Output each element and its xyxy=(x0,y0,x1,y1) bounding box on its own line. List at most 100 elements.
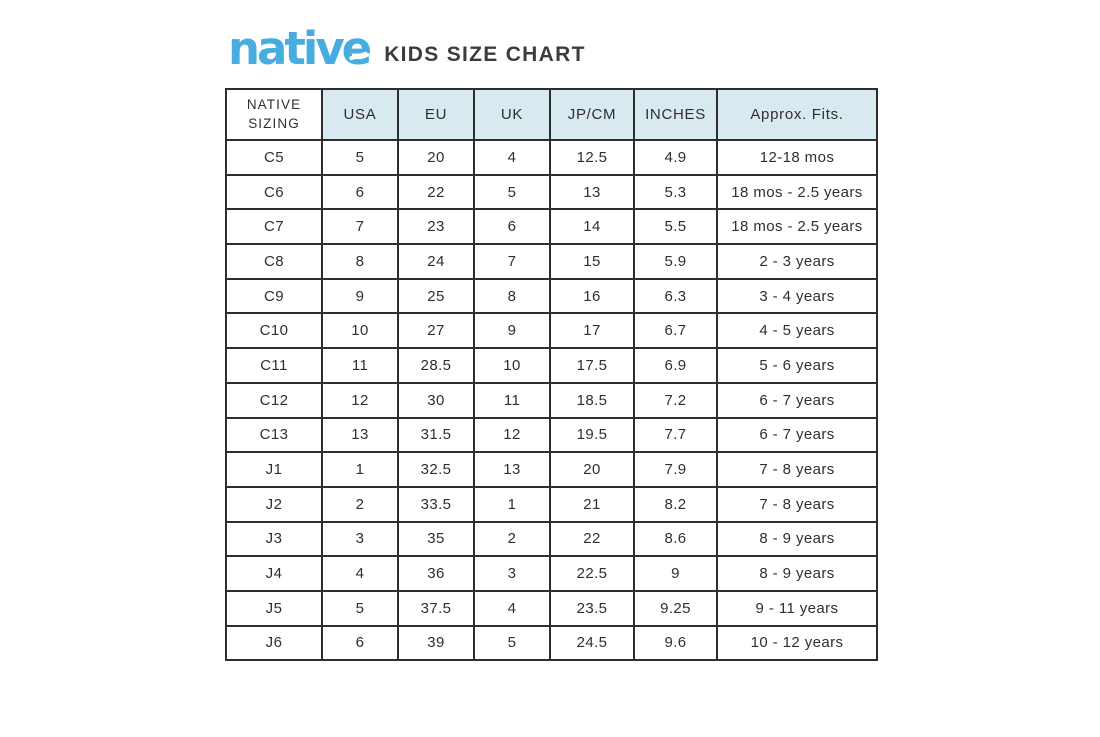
cell-inches: 9 xyxy=(633,555,718,592)
cell-inches: 6.3 xyxy=(633,277,718,315)
cell-jp-cm: 22.5 xyxy=(549,555,635,592)
cell-approx-fits: 4 - 5 years xyxy=(716,312,878,350)
cell-approx-fits: 18 mos - 2.5 years xyxy=(716,208,878,246)
table-row: C7 7 23 6 14 5.5 18 mos - 2.5 years xyxy=(225,208,878,246)
table-row: J4 4 36 3 22.5 9 8 - 9 years xyxy=(225,555,878,592)
cell-native-sizing: J5 xyxy=(225,589,323,627)
cell-uk: 13 xyxy=(473,451,551,488)
size-table-header-row: NATIVE SIZING USA EU UK JP/CM INCHES App… xyxy=(225,88,878,141)
cell-eu: 20 xyxy=(397,139,475,176)
table-row: C10 10 27 9 17 6.7 4 - 5 years xyxy=(225,312,878,350)
native-logo: native xyxy=(228,26,372,71)
cell-uk: 6 xyxy=(473,208,551,246)
cell-inches: 8.2 xyxy=(633,485,718,523)
cell-eu: 25 xyxy=(397,277,475,315)
cell-approx-fits: 5 - 6 years xyxy=(716,347,878,384)
cell-inches: 6.7 xyxy=(633,312,718,350)
cell-native-sizing: J3 xyxy=(225,520,323,558)
cell-usa: 12 xyxy=(321,381,399,419)
cell-eu: 31.5 xyxy=(397,416,475,454)
cell-uk: 4 xyxy=(473,589,551,627)
cell-jp-cm: 22 xyxy=(549,520,635,558)
cell-uk: 10 xyxy=(473,347,551,384)
cell-eu: 28.5 xyxy=(397,347,475,384)
table-row: C12 12 30 11 18.5 7.2 6 - 7 years xyxy=(225,381,878,419)
cell-inches: 4.9 xyxy=(633,139,718,176)
cell-uk: 1 xyxy=(473,485,551,523)
cell-usa: 10 xyxy=(321,312,399,350)
cell-jp-cm: 17.5 xyxy=(549,347,635,384)
cell-approx-fits: 8 - 9 years xyxy=(716,555,878,592)
column-header-approx-fits: Approx. Fits. xyxy=(716,88,878,141)
table-row: J6 6 39 5 24.5 9.6 10 - 12 years xyxy=(225,624,878,662)
cell-usa: 7 xyxy=(321,208,399,246)
size-chart-table: NATIVE SIZING USA EU UK JP/CM INCHES App… xyxy=(225,88,878,662)
cell-native-sizing: C7 xyxy=(225,208,323,246)
cell-uk: 7 xyxy=(473,243,551,280)
cell-usa: 8 xyxy=(321,243,399,280)
cell-usa: 1 xyxy=(321,451,399,488)
cell-approx-fits: 6 - 7 years xyxy=(716,416,878,454)
table-row: C9 9 25 8 16 6.3 3 - 4 years xyxy=(225,277,878,315)
cell-usa: 6 xyxy=(321,624,399,662)
size-table-body: C5 5 20 4 12.5 4.9 12-18 mos C6 6 22 5 1… xyxy=(225,139,878,662)
table-row: J3 3 35 2 22 8.6 8 - 9 years xyxy=(225,520,878,558)
cell-eu: 33.5 xyxy=(397,485,475,523)
cell-approx-fits: 3 - 4 years xyxy=(716,277,878,315)
table-row: C11 11 28.5 10 17.5 6.9 5 - 6 years xyxy=(225,347,878,384)
cell-usa: 3 xyxy=(321,520,399,558)
table-row: C13 13 31.5 12 19.5 7.7 6 - 7 years xyxy=(225,416,878,454)
cell-approx-fits: 7 - 8 years xyxy=(716,485,878,523)
cell-native-sizing: J4 xyxy=(225,555,323,592)
cell-usa: 6 xyxy=(321,173,399,211)
cell-native-sizing: C6 xyxy=(225,173,323,211)
cell-jp-cm: 12.5 xyxy=(549,139,635,176)
cell-jp-cm: 13 xyxy=(549,173,635,211)
cell-inches: 8.6 xyxy=(633,520,718,558)
cell-inches: 7.7 xyxy=(633,416,718,454)
cell-inches: 9.6 xyxy=(633,624,718,662)
table-row: J1 1 32.5 13 20 7.9 7 - 8 years xyxy=(225,451,878,488)
cell-eu: 27 xyxy=(397,312,475,350)
cell-approx-fits: 7 - 8 years xyxy=(716,451,878,488)
page-title: KIDS SIZE CHART xyxy=(384,42,586,66)
cell-eu: 24 xyxy=(397,243,475,280)
column-header-uk: UK xyxy=(473,88,551,141)
cell-uk: 8 xyxy=(473,277,551,315)
cell-jp-cm: 19.5 xyxy=(549,416,635,454)
column-header-usa: USA xyxy=(321,88,399,141)
cell-usa: 2 xyxy=(321,485,399,523)
cell-inches: 5.9 xyxy=(633,243,718,280)
cell-inches: 5.5 xyxy=(633,208,718,246)
cell-jp-cm: 15 xyxy=(549,243,635,280)
cell-native-sizing: C8 xyxy=(225,243,323,280)
cell-approx-fits: 9 - 11 years xyxy=(716,589,878,627)
table-row: J2 2 33.5 1 21 8.2 7 - 8 years xyxy=(225,485,878,523)
cell-uk: 3 xyxy=(473,555,551,592)
cell-jp-cm: 21 xyxy=(549,485,635,523)
cell-inches: 7.2 xyxy=(633,381,718,419)
cell-usa: 13 xyxy=(321,416,399,454)
cell-native-sizing: C9 xyxy=(225,277,323,315)
cell-native-sizing: C13 xyxy=(225,416,323,454)
cell-uk: 11 xyxy=(473,381,551,419)
cell-jp-cm: 16 xyxy=(549,277,635,315)
cell-jp-cm: 20 xyxy=(549,451,635,488)
column-header-jp-cm: JP/CM xyxy=(549,88,635,141)
cell-jp-cm: 24.5 xyxy=(549,624,635,662)
table-row: J5 5 37.5 4 23.5 9.25 9 - 11 years xyxy=(225,589,878,627)
cell-native-sizing: J1 xyxy=(225,451,323,488)
cell-approx-fits: 12-18 mos xyxy=(716,139,878,176)
cell-eu: 22 xyxy=(397,173,475,211)
cell-uk: 5 xyxy=(473,173,551,211)
cell-jp-cm: 23.5 xyxy=(549,589,635,627)
cell-inches: 5.3 xyxy=(633,173,718,211)
cell-native-sizing: C12 xyxy=(225,381,323,419)
column-header-inches: INCHES xyxy=(633,88,718,141)
cell-approx-fits: 10 - 12 years xyxy=(716,624,878,662)
cell-eu: 37.5 xyxy=(397,589,475,627)
cell-usa: 5 xyxy=(321,589,399,627)
cell-eu: 23 xyxy=(397,208,475,246)
cell-approx-fits: 6 - 7 years xyxy=(716,381,878,419)
